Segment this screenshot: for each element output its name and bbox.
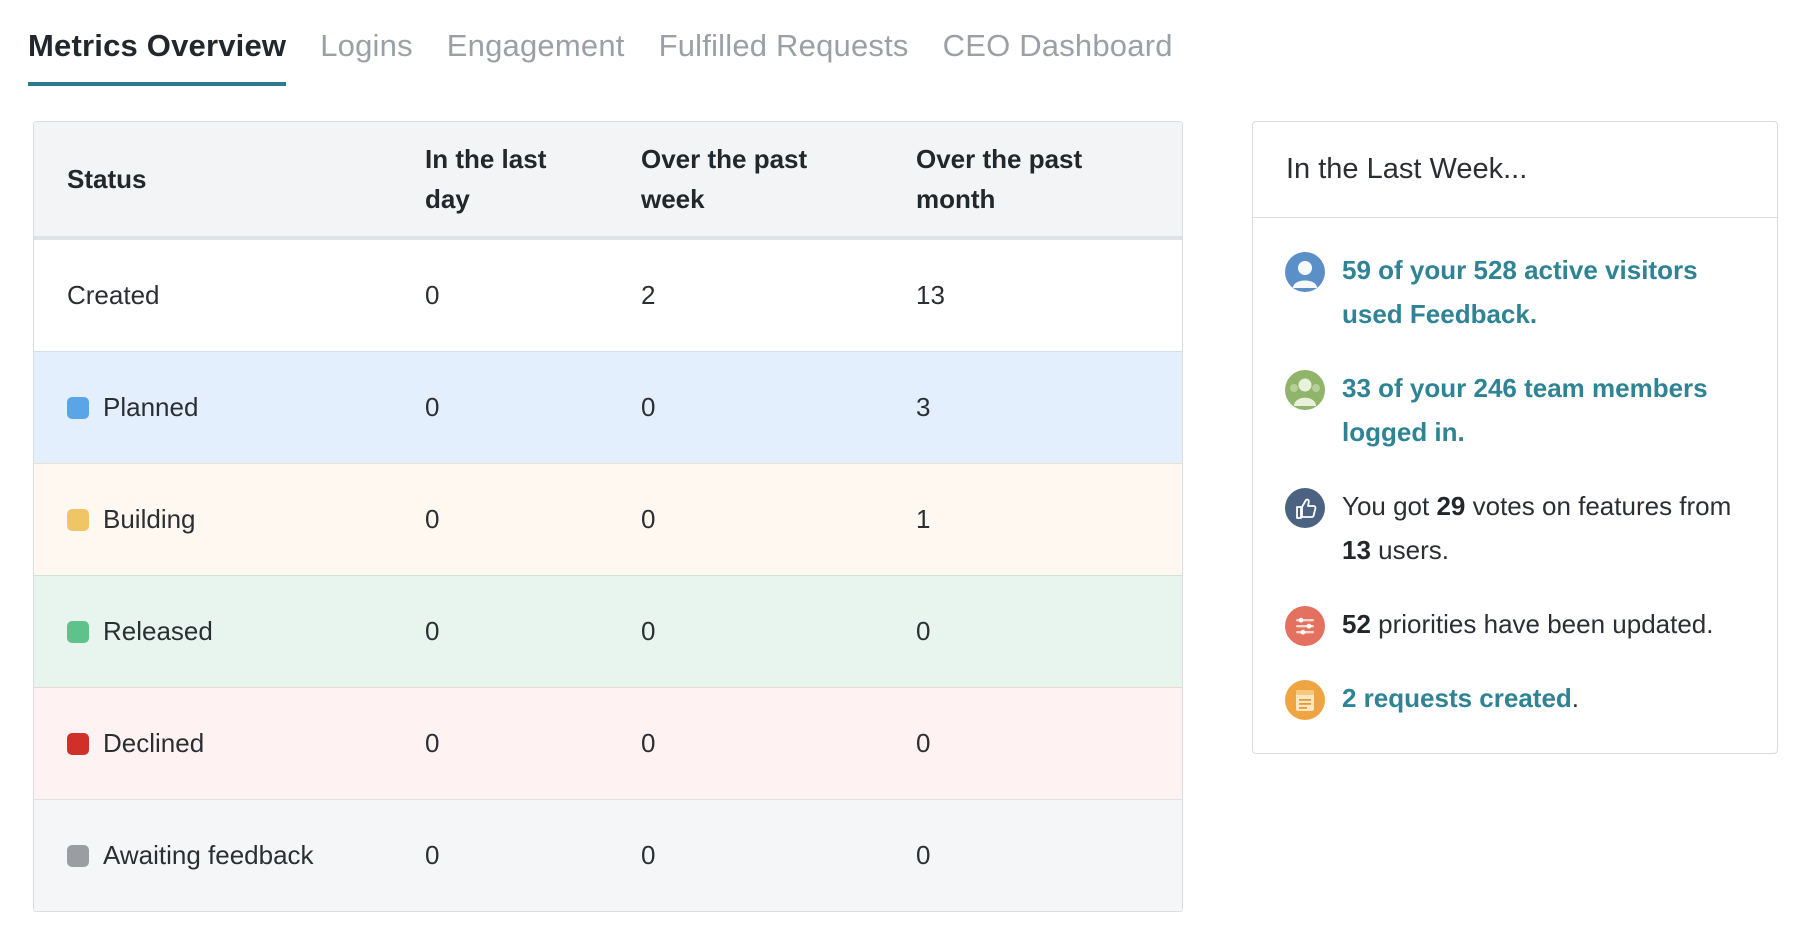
status-label: Declined bbox=[103, 728, 205, 758]
visitors-count: 59 bbox=[1342, 255, 1371, 285]
table-row-released: Released 0 0 0 bbox=[34, 575, 1182, 688]
header-last-day-line1: In the last bbox=[425, 144, 547, 174]
visitors-mid-text: of your bbox=[1370, 255, 1474, 285]
header-past-week: Over the past week bbox=[641, 122, 916, 240]
team-avatar-icon bbox=[1285, 370, 1325, 410]
requests-suffix: . bbox=[1571, 683, 1580, 713]
header-past-month-line1: Over the past bbox=[916, 144, 1083, 174]
header-last-day: In the last day bbox=[425, 122, 641, 240]
value-last-day: 0 bbox=[425, 687, 641, 800]
votes-count: 29 bbox=[1436, 491, 1466, 521]
status-label: Awaiting feedback bbox=[103, 840, 314, 870]
votes-mid-text: votes on features from bbox=[1465, 491, 1732, 521]
value-last-day: 0 bbox=[425, 238, 641, 352]
status-color-swatch bbox=[67, 620, 89, 643]
tab-fulfilled-requests[interactable]: Fulfilled Requests bbox=[658, 28, 909, 63]
thumbs-up-icon bbox=[1285, 488, 1325, 528]
priorities-summary: 52 priorities have been updated. bbox=[1285, 602, 1757, 646]
value-past-week: 0 bbox=[641, 799, 916, 911]
requests-summary: 2 requests created. bbox=[1285, 676, 1757, 720]
team-mid-text: of your bbox=[1370, 373, 1474, 403]
status-label: Building bbox=[103, 504, 196, 534]
value-past-week: 0 bbox=[641, 575, 916, 688]
status-label: Created bbox=[67, 280, 160, 310]
priorities-icon bbox=[1285, 606, 1325, 646]
visitors-link[interactable]: 59 of your 528 active visitors used Feed… bbox=[1342, 255, 1698, 329]
value-past-month: 1 bbox=[916, 463, 1182, 576]
metrics-table: Status In the last day Over the past wee… bbox=[33, 121, 1183, 912]
tab-engagement[interactable]: Engagement bbox=[446, 28, 625, 63]
votes-suffix: users. bbox=[1370, 535, 1449, 565]
value-past-month: 0 bbox=[916, 575, 1182, 688]
value-past-month: 0 bbox=[916, 799, 1182, 911]
team-count: 33 bbox=[1342, 373, 1371, 403]
value-last-day: 0 bbox=[425, 575, 641, 688]
visitors-summary: 59 of your 528 active visitors used Feed… bbox=[1285, 248, 1757, 336]
last-week-panel: In the Last Week... 59 of your 528 activ… bbox=[1252, 121, 1778, 754]
panel-title: In the Last Week... bbox=[1253, 122, 1777, 218]
requests-icon bbox=[1285, 680, 1325, 720]
value-last-day: 0 bbox=[425, 799, 641, 911]
value-last-day: 0 bbox=[425, 351, 641, 464]
status-label: Planned bbox=[103, 392, 199, 422]
team-link[interactable]: 33 of your 246 team members logged in. bbox=[1342, 373, 1708, 447]
value-past-week: 0 bbox=[641, 351, 916, 464]
value-past-month: 0 bbox=[916, 687, 1182, 800]
table-header-row: Status In the last day Over the past wee… bbox=[34, 122, 1182, 240]
status-color-swatch bbox=[67, 844, 89, 867]
team-suffix: team members logged in. bbox=[1342, 373, 1708, 447]
requests-link[interactable]: 2 requests created bbox=[1342, 683, 1572, 713]
table-row-building: Building 0 0 1 bbox=[34, 463, 1182, 576]
header-status: Status bbox=[34, 122, 425, 240]
status-color-swatch bbox=[67, 732, 89, 755]
value-past-week: 0 bbox=[641, 687, 916, 800]
table-row-declined: Declined 0 0 0 bbox=[34, 687, 1182, 800]
votes-users-count: 13 bbox=[1342, 535, 1371, 565]
value-past-week: 2 bbox=[641, 238, 916, 352]
visitor-avatar-icon bbox=[1285, 252, 1325, 292]
visitors-total: 528 bbox=[1473, 255, 1517, 285]
value-past-week: 0 bbox=[641, 463, 916, 576]
table-row-created: Created 0 2 13 bbox=[34, 238, 1182, 352]
votes-text: You got 29 votes on features from 13 use… bbox=[1342, 484, 1757, 572]
votes-prefix: You got bbox=[1342, 491, 1437, 521]
status-color-swatch bbox=[67, 396, 89, 419]
tab-ceo-dashboard[interactable]: CEO Dashboard bbox=[942, 28, 1173, 63]
visitors-suffix: active visitors used Feedback. bbox=[1342, 255, 1698, 329]
header-past-week-line2: week bbox=[641, 184, 705, 214]
priorities-count: 52 bbox=[1342, 609, 1371, 639]
header-last-day-line2: day bbox=[425, 184, 470, 214]
team-summary: 33 of your 246 team members logged in. bbox=[1285, 366, 1757, 454]
tab-logins[interactable]: Logins bbox=[320, 28, 413, 63]
header-past-month-line2: month bbox=[916, 184, 996, 214]
tab-bar: Metrics Overview Logins Engagement Fulfi… bbox=[28, 28, 1207, 86]
table-row-awaiting-feedback: Awaiting feedback 0 0 0 bbox=[34, 799, 1182, 911]
header-past-month: Over the past month bbox=[916, 122, 1182, 240]
table-row-planned: Planned 0 0 3 bbox=[34, 351, 1182, 464]
value-past-month: 13 bbox=[916, 238, 1182, 352]
priorities-text: 52 priorities have been updated. bbox=[1342, 602, 1714, 646]
tab-metrics-overview[interactable]: Metrics Overview bbox=[28, 28, 287, 86]
status-color-swatch bbox=[67, 508, 89, 531]
team-total: 246 bbox=[1473, 373, 1517, 403]
status-label: Released bbox=[103, 616, 213, 646]
value-past-month: 3 bbox=[916, 351, 1182, 464]
value-last-day: 0 bbox=[425, 463, 641, 576]
header-past-week-line1: Over the past bbox=[641, 144, 808, 174]
votes-summary: You got 29 votes on features from 13 use… bbox=[1285, 484, 1757, 572]
priorities-suffix: priorities have been updated. bbox=[1370, 609, 1714, 639]
